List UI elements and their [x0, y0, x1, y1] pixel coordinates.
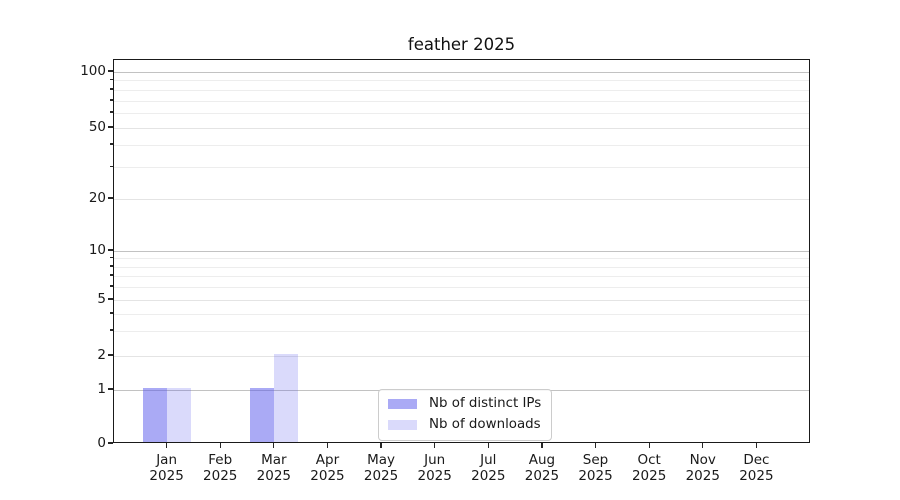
x-tick-mark-may	[380, 443, 382, 448]
y-tick-mark-4	[109, 312, 113, 314]
y-tick-mark-50	[107, 126, 113, 128]
x-tick-mark-nov	[702, 443, 704, 448]
y-tick-mark-100	[107, 70, 113, 72]
x-tick-label-nov: Nov 2025	[685, 452, 720, 484]
x-tick-mark-dec	[755, 443, 757, 448]
x-tick-label-aug: Aug 2025	[524, 452, 560, 484]
x-tick-mark-aug	[541, 443, 543, 448]
legend-label: Nb of downloads	[429, 417, 541, 432]
y-tick-mark-8	[109, 265, 113, 267]
y-tick-mark-0	[107, 442, 113, 444]
x-tick-mark-sep	[594, 443, 597, 448]
y-tick-mark-1	[107, 388, 113, 390]
bar-mar-s1	[273, 354, 298, 442]
bar-mar-s0	[249, 388, 274, 442]
x-tick-label-sep: Sep 2025	[578, 452, 613, 484]
y-tick-label-10: 10	[88, 241, 106, 258]
legend-item-0: Nb of distinct IPs	[388, 396, 541, 412]
y-tick-mark-70	[109, 99, 113, 101]
x-tick-mark-jun	[434, 443, 436, 448]
y-tick-mark-80	[109, 88, 113, 90]
x-tick-label-mar: Mar 2025	[256, 452, 292, 484]
x-tick-mark-apr	[326, 443, 329, 448]
x-tick-label-jul: Jul 2025	[471, 452, 506, 484]
gridline-y-70	[114, 100, 809, 102]
legend-label: Nb of distinct IPs	[429, 396, 542, 411]
x-tick-mark-jul	[487, 443, 489, 448]
x-tick-mark-mar	[273, 443, 275, 448]
gridline-y-6	[114, 286, 809, 288]
y-tick-mark-5	[107, 298, 113, 300]
gridline-y-30	[114, 167, 809, 169]
x-tick-mark-oct	[648, 443, 650, 448]
y-tick-label-2: 2	[97, 346, 106, 363]
y-tick-label-20: 20	[88, 189, 106, 206]
y-tick-mark-3	[109, 329, 113, 331]
x-tick-label-apr: Apr 2025	[310, 452, 345, 484]
x-tick-label-jun: Jun 2025	[417, 452, 452, 484]
x-tick-label-may: May 2025	[363, 452, 399, 484]
x-tick-mark-feb	[219, 443, 221, 448]
gridline-y-8	[114, 266, 809, 268]
y-tick-label-5: 5	[97, 290, 106, 307]
y-tick-mark-60	[109, 111, 113, 113]
y-tick-label-1: 1	[97, 380, 106, 397]
gridline-y-40	[114, 144, 809, 146]
y-tick-mark-7	[109, 274, 113, 276]
gridline-y-2	[114, 355, 809, 357]
gridline-y-50	[114, 127, 809, 129]
legend-item-1: Nb of downloads	[388, 417, 541, 433]
y-tick-mark-20	[107, 197, 113, 199]
gridline-y-4	[114, 313, 809, 315]
gridline-y-80	[114, 89, 809, 91]
y-tick-mark-9	[109, 256, 113, 259]
plot-area	[113, 59, 810, 443]
gridline-y-7	[114, 275, 809, 277]
x-tick-label-oct: Oct 2025	[631, 452, 667, 484]
y-tick-label-0: 0	[97, 434, 106, 451]
y-tick-mark-2	[107, 354, 113, 356]
gridline-y-20	[114, 198, 809, 200]
gridline-y-100	[114, 71, 809, 73]
gridline-y-5	[114, 299, 809, 301]
x-tick-label-jan: Jan 2025	[149, 452, 184, 484]
x-tick-label-dec: Dec 2025	[739, 452, 774, 484]
x-tick-mark-jan	[166, 443, 168, 448]
x-tick-label-feb: Feb 2025	[203, 452, 238, 484]
gridline-y-10	[114, 250, 809, 252]
y-tick-label-100: 100	[80, 62, 106, 79]
y-tick-mark-30	[109, 166, 113, 168]
bar-jan-s1	[166, 388, 191, 442]
gridline-y-3	[114, 330, 809, 332]
y-tick-mark-90	[109, 79, 113, 81]
y-tick-mark-10	[107, 249, 113, 251]
legend: Nb of distinct IPs Nb of downloads	[378, 389, 553, 441]
gridline-y-9	[114, 258, 809, 259]
y-tick-mark-6	[109, 285, 113, 287]
legend-swatch-icon	[388, 399, 417, 409]
y-tick-mark-40	[109, 143, 113, 145]
bar-jan-s0	[142, 388, 167, 442]
gridline-y-60	[114, 112, 809, 114]
y-tick-label-50: 50	[88, 118, 106, 135]
legend-swatch-icon	[388, 420, 417, 430]
chart-title: feather 2025	[407, 35, 516, 54]
gridline-y-90	[114, 80, 809, 82]
